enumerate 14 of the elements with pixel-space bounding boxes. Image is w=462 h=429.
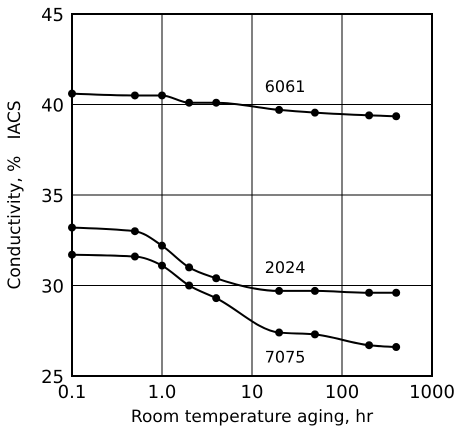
series-label: 7075 (264, 348, 306, 367)
y-tick-label: 40 (41, 96, 64, 116)
y-tick-label: 35 (41, 186, 64, 207)
x-tick-label: 100 (324, 382, 360, 403)
series-label: 2024 (264, 258, 306, 277)
x-tick-label: 10 (240, 382, 264, 403)
y-tick-label: 45 (41, 5, 64, 26)
x-tick-label: 0.1 (58, 382, 86, 403)
x-tick-label: 1.0 (148, 382, 176, 403)
x-axis-title: Room temperature aging, hr (130, 407, 374, 427)
y-tick-label: 30 (41, 276, 64, 298)
y-axis-title: Conductivity, % IACS (5, 100, 25, 290)
x-tick-label: 1000 (409, 382, 455, 403)
series-label: 6061 (264, 76, 306, 96)
